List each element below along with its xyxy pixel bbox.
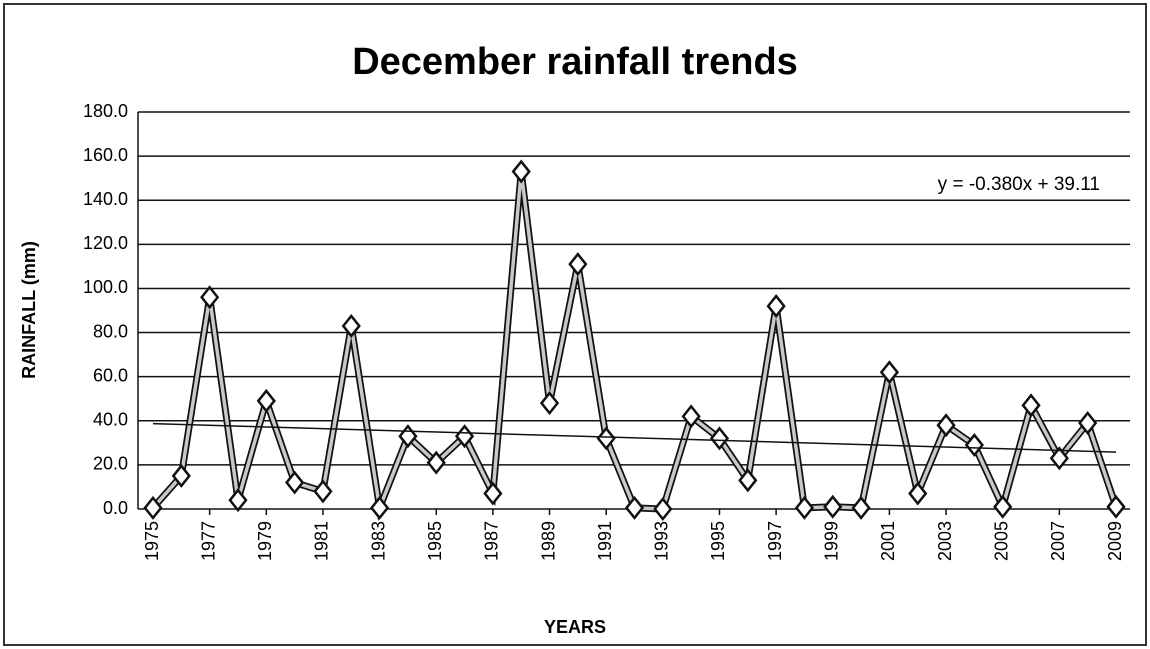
- point-marker: [143, 495, 163, 520]
- point-marker: [596, 426, 616, 451]
- x-tick-label: 1975: [142, 521, 162, 561]
- point-marker: [624, 495, 645, 520]
- x-tick-label: 1997: [765, 521, 785, 561]
- x-tick-label: 2001: [878, 521, 898, 561]
- y-tick-label: 20.0: [93, 454, 128, 474]
- chart-border: [3, 3, 1147, 646]
- chart-title: December rainfall trends: [352, 41, 798, 83]
- y-axis-label: RAINFALL (mm): [19, 241, 39, 379]
- x-tick-label: 1983: [368, 521, 388, 561]
- point-marker: [993, 494, 1013, 519]
- point-marker: [738, 468, 758, 493]
- x-tick-label: 1977: [198, 521, 218, 561]
- y-tick-label: 60.0: [93, 365, 128, 385]
- point-marker: [936, 413, 956, 438]
- point-marker: [369, 495, 390, 520]
- point-marker: [879, 360, 900, 385]
- x-tick-label: 1999: [822, 521, 842, 561]
- point-marker: [285, 470, 305, 495]
- point-marker: [653, 496, 673, 522]
- x-tick-label: 1991: [595, 521, 615, 561]
- y-tick-label: 120.0: [83, 233, 128, 253]
- point-marker: [1021, 393, 1041, 418]
- x-tick-label: 1985: [425, 521, 445, 561]
- point-marker: [483, 481, 503, 506]
- trendline-equation: y = -0.380x + 39.11: [938, 174, 1100, 195]
- point-marker: [964, 433, 984, 458]
- y-tick-label: 160.0: [83, 145, 128, 165]
- y-tick-label: 80.0: [93, 321, 128, 341]
- point-marker: [511, 159, 531, 184]
- point-marker: [908, 481, 928, 506]
- point-marker: [568, 252, 588, 277]
- x-tick-label: 1981: [312, 521, 332, 561]
- x-tick-label: 2005: [991, 521, 1011, 561]
- point-marker: [1106, 494, 1126, 519]
- x-tick-label: 1993: [652, 521, 672, 561]
- y-tick-label: 100.0: [83, 277, 128, 297]
- y-tick-label: 40.0: [93, 410, 128, 430]
- point-marker: [823, 494, 843, 519]
- x-tick-label: 1995: [708, 521, 728, 561]
- x-axis-label: YEARS: [544, 617, 606, 637]
- y-tick-label: 140.0: [83, 189, 128, 209]
- point-marker: [426, 450, 446, 475]
- y-tick-label: 0.0: [103, 498, 128, 518]
- x-tick-label: 2009: [1105, 521, 1125, 561]
- x-tick-label: 1979: [255, 521, 275, 561]
- point-marker: [341, 313, 361, 338]
- point-marker: [1078, 410, 1098, 435]
- point-marker: [681, 404, 701, 429]
- point-marker: [709, 426, 730, 451]
- x-tick-label: 1987: [482, 521, 502, 561]
- point-marker: [256, 388, 276, 413]
- x-tick-label: 2007: [1048, 521, 1068, 561]
- x-tick-label: 2003: [935, 521, 955, 561]
- trendline: [152, 422, 1117, 453]
- y-tick-label: 180.0: [83, 101, 128, 121]
- point-marker: [539, 391, 560, 416]
- point-marker: [313, 479, 333, 504]
- point-marker: [1049, 446, 1069, 471]
- point-marker: [228, 488, 248, 513]
- point-marker: [766, 294, 786, 319]
- point-marker: [200, 285, 220, 310]
- point-marker: [794, 495, 815, 520]
- point-marker: [171, 463, 191, 488]
- x-tick-label: 1989: [538, 521, 558, 561]
- point-marker: [851, 495, 871, 520]
